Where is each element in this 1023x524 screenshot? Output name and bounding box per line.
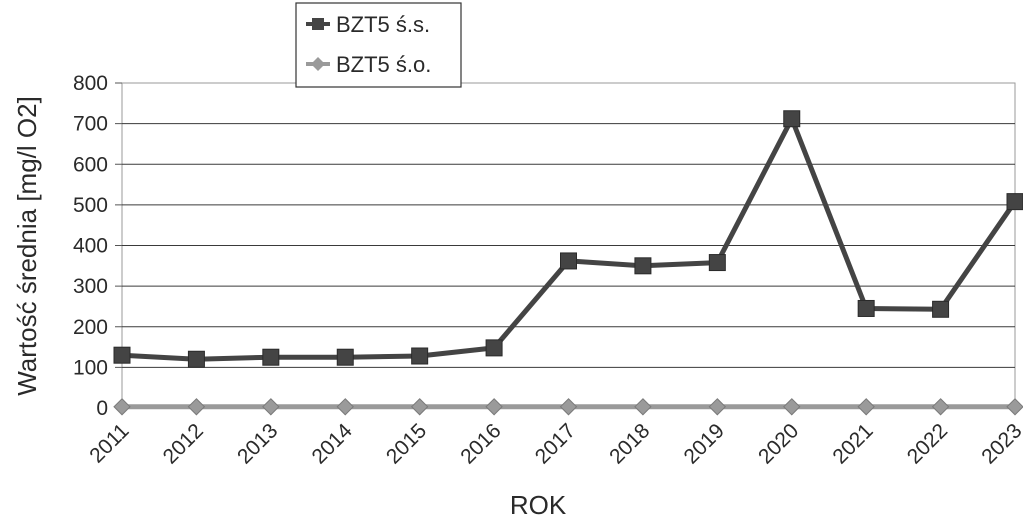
x-tick-label: 2012 [159,419,208,468]
legend-label: BZT5 ś.s. [336,12,430,37]
x-axis-ticks: 2011 2012 2013 2014 2015 2016 2017 2018 2019 2020… [85,408,1023,469]
data-point [857,299,875,317]
legend-marker [312,18,324,30]
data-point [485,398,503,416]
data-point [857,398,875,416]
data-point [708,398,727,416]
x-tick-label: 2017 [531,419,580,468]
x-tick-label: 2019 [680,419,729,468]
legend-label: BZT5 ś.o. [336,52,431,77]
data-point [560,252,577,270]
x-tick-label: 2020 [754,419,803,468]
data-point [187,350,205,368]
series-layer [113,110,1023,416]
gridlines [122,123,1015,368]
data-point [634,398,652,416]
y-tick-label: 500 [73,194,108,217]
x-tick-label: 2022 [903,419,952,468]
data-point [336,348,354,366]
data-point [931,398,950,416]
y-tick-label: 800 [73,72,108,95]
legend: BZT5 ś.s. BZT5 ś.o. [295,2,462,88]
data-point [410,398,429,416]
x-tick-label: 2016 [456,419,505,468]
y-tick-label: 700 [73,113,108,136]
y-tick-label: 200 [73,316,108,339]
y-tick-label: 600 [73,153,108,176]
x-tick-label: 2023 [977,419,1023,468]
y-axis-title: Wartość średnia [mg/l O2] [12,96,42,396]
data-point [187,398,206,416]
y-tick-label: 0 [96,397,108,420]
y-tick-label: 400 [73,235,108,258]
x-tick-label: 2013 [233,419,282,468]
data-point [932,300,950,318]
y-tick-label: 100 [73,356,108,379]
data-point [113,398,131,416]
data-point [336,398,354,416]
data-point [783,110,801,128]
data-point [262,348,280,366]
data-point [708,254,726,272]
x-tick-label: 2015 [382,419,431,468]
data-point [634,257,652,275]
legend-box [295,2,462,88]
x-tick-label: 2018 [605,419,654,468]
data-point [411,347,429,365]
legend-marker [311,57,325,71]
y-axis-ticks: 0 100 200 300 400 500 600 700 800 [73,72,122,420]
x-tick-label: 2021 [828,419,877,468]
data-point [262,398,280,416]
x-tick-label: 2011 [85,419,133,467]
y-tick-label: 300 [73,275,108,298]
data-point [1006,398,1023,416]
data-point [559,398,578,416]
data-point [113,346,131,364]
x-axis-title: ROK [510,490,567,520]
data-point [1006,193,1023,211]
x-tick-label: 2014 [307,419,357,469]
data-point [485,339,503,357]
data-point [783,398,801,416]
